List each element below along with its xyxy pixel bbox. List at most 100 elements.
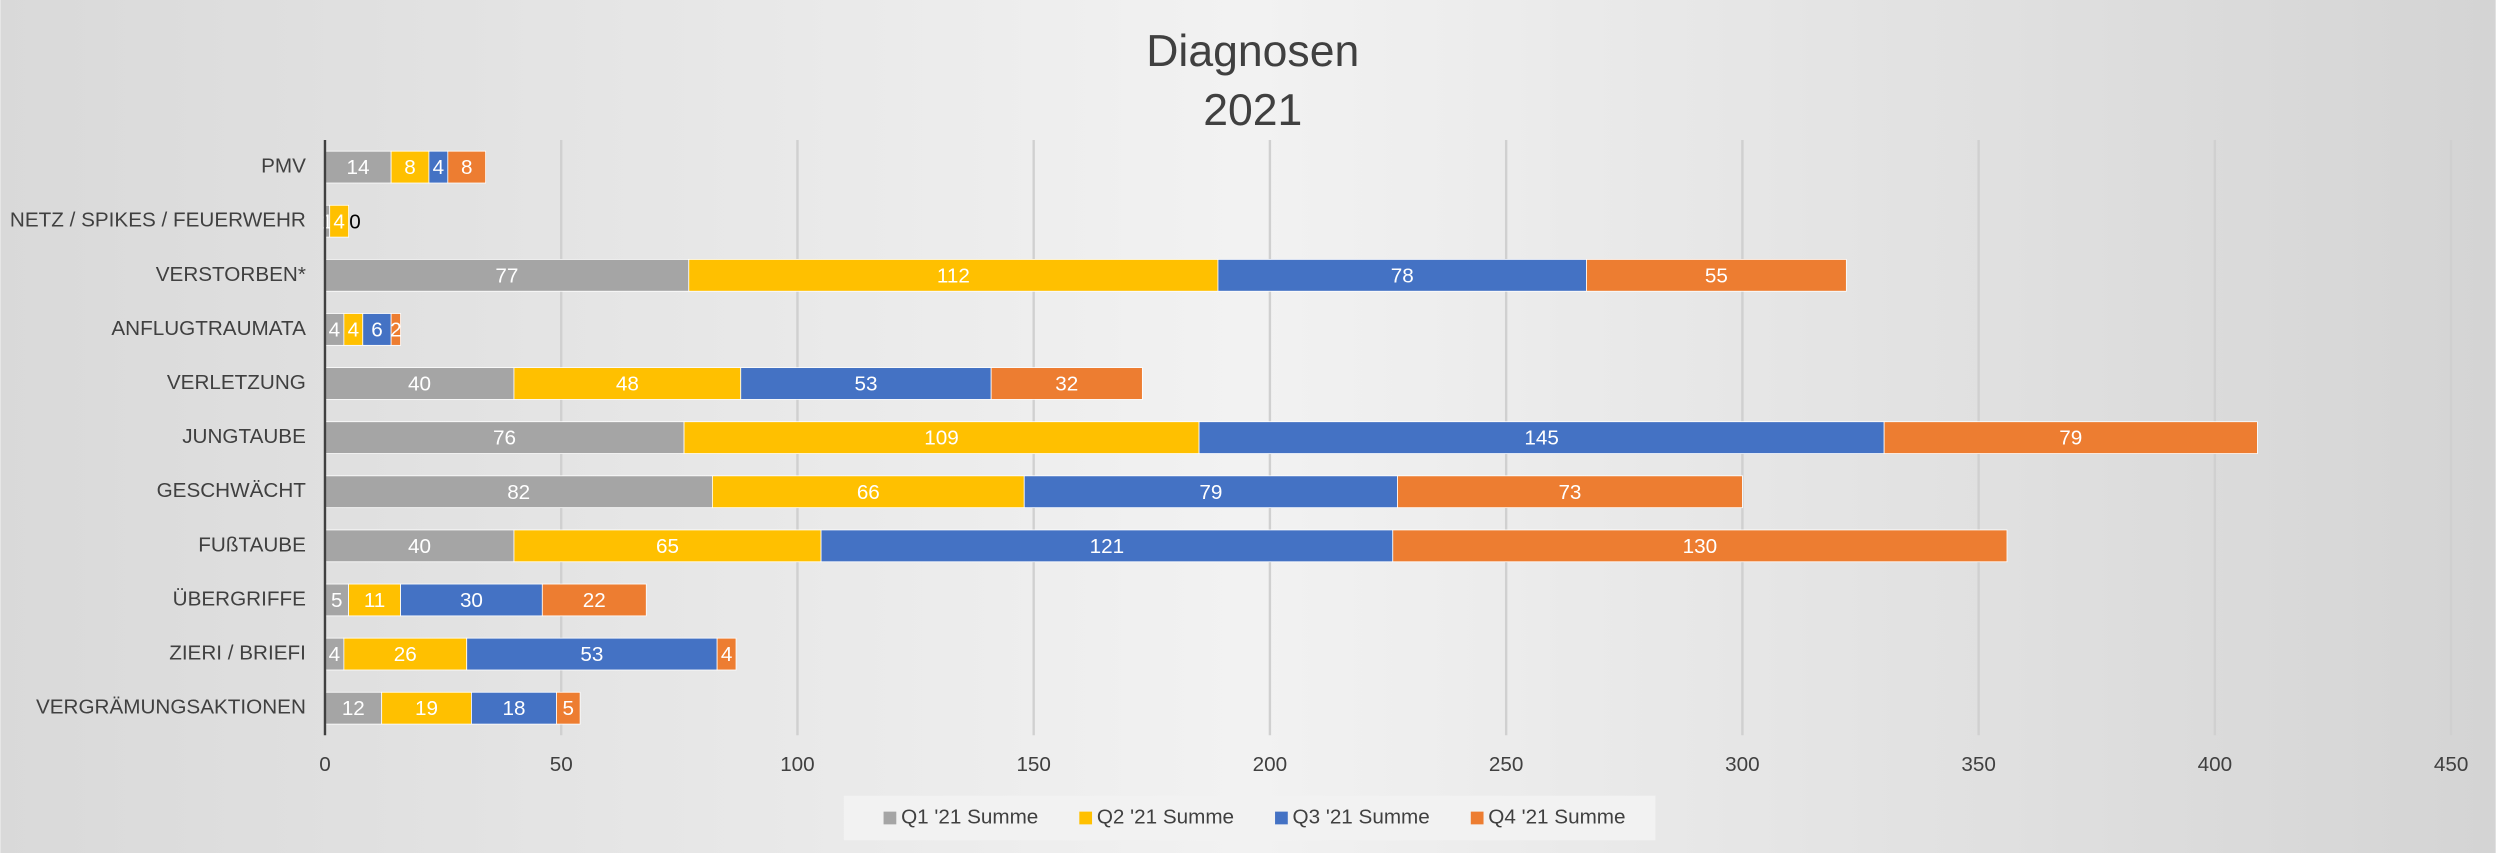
y-tick-label: ÜBERGRIFFE (173, 587, 306, 610)
data-label: 53 (580, 643, 603, 666)
data-label: 82 (507, 481, 530, 504)
data-label: 79 (2059, 427, 2082, 450)
y-tick-label: ZIERI / BRIEFI (169, 642, 306, 665)
bar (466, 637, 718, 671)
data-label: 2 (390, 318, 402, 341)
bar (683, 421, 1200, 454)
x-tick-label: 100 (780, 753, 815, 776)
data-label: 30 (460, 589, 483, 612)
y-tick-label: PMV (261, 155, 306, 178)
bar (556, 691, 581, 725)
y-tick-label: FUßTAUBE (198, 533, 306, 556)
bar (324, 529, 515, 563)
x-tick-label: 450 (2434, 753, 2469, 776)
data-label: 66 (857, 481, 880, 504)
data-label: 130 (1683, 535, 1718, 558)
legend-swatch (1079, 811, 1093, 825)
data-label: 8 (404, 156, 416, 179)
data-label: 48 (616, 373, 639, 396)
data-label: 145 (1524, 427, 1559, 450)
data-label: 121 (1090, 535, 1125, 558)
data-label: 5 (563, 697, 575, 720)
data-label: 12 (342, 697, 365, 720)
bar (513, 529, 822, 563)
bar (1392, 529, 2008, 563)
bar (324, 421, 685, 454)
x-tick-label: 300 (1725, 753, 1760, 776)
data-label: 32 (1055, 373, 1078, 396)
data-label: 73 (1558, 481, 1581, 504)
y-tick-label: NETZ / SPIKES / FEUERWEHR (10, 209, 306, 232)
y-tick-label: JUNGTAUBE (182, 425, 306, 448)
bar (1217, 259, 1587, 292)
data-label: 1 (322, 210, 334, 233)
data-label: 4 (329, 643, 341, 666)
legend-label: Q2 '21 Summe (1097, 805, 1234, 828)
data-label: 4 (329, 318, 341, 341)
data-label: 79 (1199, 481, 1222, 504)
bar (390, 313, 401, 346)
legend-label: Q3 '21 Summe (1293, 805, 1430, 828)
x-tick-label: 250 (1489, 753, 1524, 776)
data-label: 109 (924, 427, 959, 450)
data-label: 4 (433, 156, 445, 179)
legend-label: Q4 '21 Summe (1488, 805, 1625, 828)
x-tick-label: 200 (1253, 753, 1288, 776)
x-tick-label: 350 (1961, 753, 1996, 776)
x-tick-label: 0 (319, 753, 331, 776)
bar (390, 150, 430, 184)
bar (712, 475, 1025, 509)
bar (324, 150, 392, 184)
data-label: 76 (493, 427, 516, 450)
bar (820, 529, 1394, 563)
legend-swatch (1275, 811, 1288, 825)
data-label: 6 (371, 318, 382, 341)
data-label: 11 (364, 589, 385, 612)
bar (1397, 475, 1743, 509)
bar (990, 367, 1143, 400)
bar (324, 259, 690, 292)
y-tick-label: VERSTORBEN* (156, 263, 306, 286)
data-label: 4 (721, 643, 733, 666)
bar (1586, 259, 1847, 292)
data-label: 14 (347, 156, 370, 179)
bar (740, 367, 992, 400)
bar (324, 367, 515, 400)
bar (541, 583, 647, 617)
legend-label: Q1 '21 Summe (901, 805, 1038, 828)
chart-title: Diagnosen (1146, 27, 1359, 76)
legend-swatch (883, 811, 897, 825)
chart-subtitle: 2021 (1203, 86, 1302, 135)
bar (324, 691, 383, 725)
x-tick-label: 150 (1016, 753, 1051, 776)
y-tick-label: ANFLUGTRAUMATA (111, 317, 306, 340)
bar (447, 150, 487, 184)
data-label: 53 (854, 373, 877, 396)
bar (471, 691, 557, 725)
y-tick-label: GESCHWÄCHT (157, 479, 307, 502)
x-tick-label: 50 (550, 753, 573, 776)
bar (343, 637, 468, 671)
data-label: 65 (656, 535, 679, 558)
data-label: 0 (349, 210, 361, 233)
bar (716, 637, 737, 671)
bar (400, 583, 543, 617)
bar (329, 204, 349, 238)
data-label: 40 (408, 535, 431, 558)
data-label: 26 (394, 643, 417, 666)
data-label: 40 (408, 373, 431, 396)
data-label: 77 (495, 264, 518, 287)
legend-swatch (1470, 811, 1484, 825)
data-label: 5 (331, 589, 342, 612)
data-label: 22 (583, 589, 606, 612)
y-tick-label: VERLETZUNG (167, 371, 306, 394)
data-label: 112 (937, 264, 970, 287)
data-label: 78 (1391, 264, 1414, 287)
data-label: 19 (415, 697, 438, 720)
bar (513, 367, 742, 400)
bar (1883, 421, 2258, 454)
legend-box (843, 795, 1656, 841)
bar (1198, 421, 1885, 454)
data-label: 8 (461, 156, 472, 179)
